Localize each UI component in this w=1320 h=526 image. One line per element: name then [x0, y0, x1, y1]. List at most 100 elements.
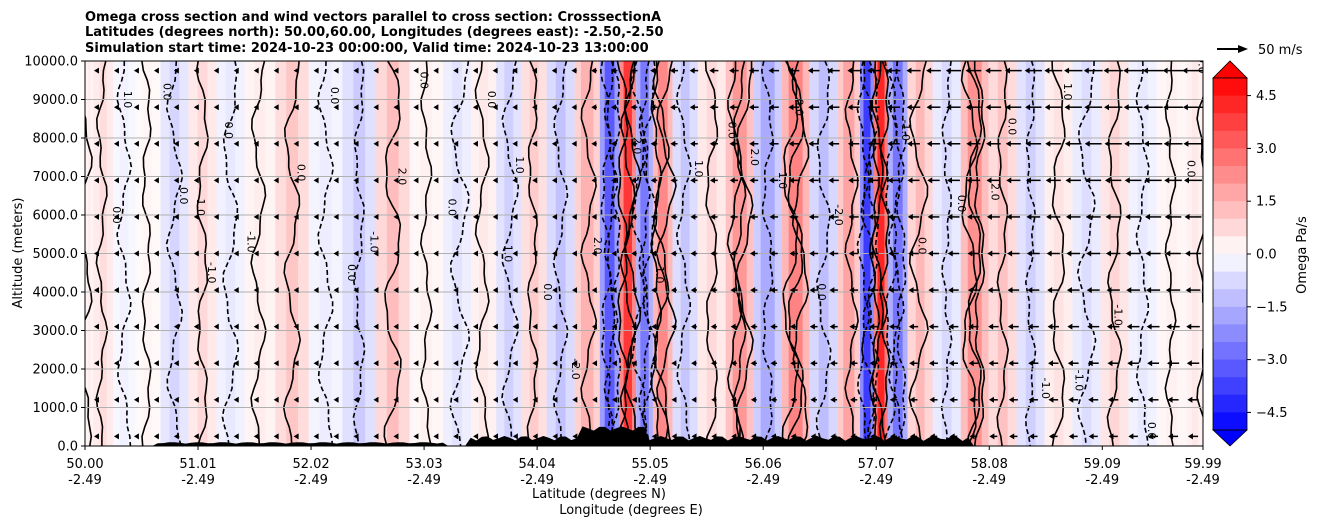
wind-vector-head [809, 287, 815, 294]
wind-vector-head [868, 287, 874, 294]
wind-vector-head [1142, 67, 1148, 74]
contour-label: -1.0 [1039, 378, 1052, 399]
contour-label: -1.0 [244, 231, 257, 252]
wind-vector-head [93, 433, 99, 440]
wind-vector-head [928, 287, 934, 294]
wind-vector-head [847, 67, 853, 74]
wind-vector-head [1028, 360, 1034, 367]
wind-vector-head [1123, 104, 1129, 111]
x-tick-longitude: -2.49 [1186, 473, 1220, 488]
contour-label: 0.0 [1196, 56, 1209, 74]
wind-vector-head [333, 250, 339, 257]
wind-vector-head [886, 67, 892, 74]
wind-vector-head [413, 250, 419, 257]
contour-label: 1.0 [502, 245, 515, 263]
wind-vector-head [512, 104, 518, 111]
wind-vector-head [293, 177, 299, 184]
contour-label: 1.0 [692, 160, 705, 178]
wind-vector-head [532, 433, 538, 440]
wind-vector-head [631, 396, 637, 403]
wind-vector-head [1006, 213, 1012, 220]
omega-contour-line [165, 61, 184, 446]
wind-vector-head [333, 396, 339, 403]
wind-vector-head [93, 213, 99, 220]
wind-vector-head [690, 140, 696, 147]
wind-vector-head [193, 67, 199, 74]
wind-vector-head [709, 140, 715, 147]
x-tick-longitude: -2.49 [746, 473, 780, 488]
wind-vector-head [749, 250, 755, 257]
wind-vector-head [293, 213, 299, 220]
wind-vector-head [927, 213, 933, 220]
wind-vector-head [1183, 177, 1189, 184]
wind-vector-head [710, 287, 716, 294]
wind-vector-head [1005, 140, 1011, 147]
wind-vector-head [887, 104, 893, 111]
wind-vector-head [1066, 287, 1072, 294]
wind-vector-head [1066, 250, 1072, 257]
wind-vector-head [133, 213, 139, 220]
x-tick-longitude: -2.49 [68, 473, 102, 488]
wind-vector-head [293, 104, 299, 111]
wind-vector-head [253, 360, 259, 367]
wind-vector-head [213, 360, 219, 367]
wind-vector-head [1045, 140, 1051, 147]
wind-vector-head [153, 177, 159, 184]
quiver-key-arrowhead [1238, 45, 1248, 53]
wind-vector-head [709, 104, 715, 111]
wind-vector-head [571, 104, 577, 111]
contour-label: -1.0 [1112, 304, 1125, 325]
colorbar-extend-bottom [1211, 429, 1249, 447]
wind-vector-head [1007, 287, 1013, 294]
wind-vectors [93, 67, 1203, 440]
wind-vector-head [1007, 250, 1013, 257]
wind-vector-head [1147, 360, 1153, 367]
wind-vector-head [591, 177, 597, 184]
wind-vector-head [173, 250, 179, 257]
contour-label: 1.0 [194, 199, 207, 217]
wind-vector-head [770, 396, 776, 403]
contour-label: 2.0 [591, 237, 604, 255]
wind-vector-head [1163, 140, 1169, 147]
wind-vector-head [512, 250, 518, 257]
wind-vector-head [947, 250, 953, 257]
wind-vector-head [153, 250, 159, 257]
wind-vector-head [969, 396, 975, 403]
contour-label: 2.0 [988, 183, 1001, 201]
wind-vector-head [1064, 67, 1070, 74]
wind-vector-head [709, 67, 715, 74]
wind-vector-head [967, 213, 973, 220]
wind-vector-head [1048, 396, 1054, 403]
wind-vector-head [1108, 433, 1114, 440]
wind-vector-head [768, 104, 774, 111]
colorbar-band [1213, 130, 1247, 149]
wind-vector-head [233, 287, 239, 294]
y-tick-label: 2000.0 [33, 363, 79, 378]
wind-vector-head [273, 213, 279, 220]
colorbar-tick-label: −4.5 [1256, 406, 1288, 421]
colorbar-band [1213, 324, 1247, 343]
wind-vector-head [1125, 213, 1131, 220]
wind-vector-head [848, 250, 854, 257]
omega-contour-line [603, 61, 619, 446]
wind-vector-head [253, 67, 259, 74]
wind-vector-head [710, 360, 716, 367]
wind-vector-head [413, 67, 419, 74]
y-tick-label: 7000.0 [33, 170, 79, 185]
wind-vector-head [453, 360, 459, 367]
wind-vector-head [1186, 360, 1192, 367]
wind-vector-head [1126, 323, 1132, 330]
wind-vector-head [532, 323, 538, 330]
wind-vector-head [233, 433, 239, 440]
wind-vector-head [907, 140, 913, 147]
wind-vector-head [988, 323, 994, 330]
wind-vector-head [1128, 433, 1134, 440]
wind-vector-head [788, 104, 794, 111]
wind-vector-head [1127, 396, 1133, 403]
contour-label: 0.0 [222, 122, 235, 140]
wind-vector-head [492, 104, 498, 111]
wind-vector-head [1148, 433, 1154, 440]
wind-vector-head [591, 104, 597, 111]
wind-vector-head [133, 250, 139, 257]
wind-vector-head [551, 177, 557, 184]
